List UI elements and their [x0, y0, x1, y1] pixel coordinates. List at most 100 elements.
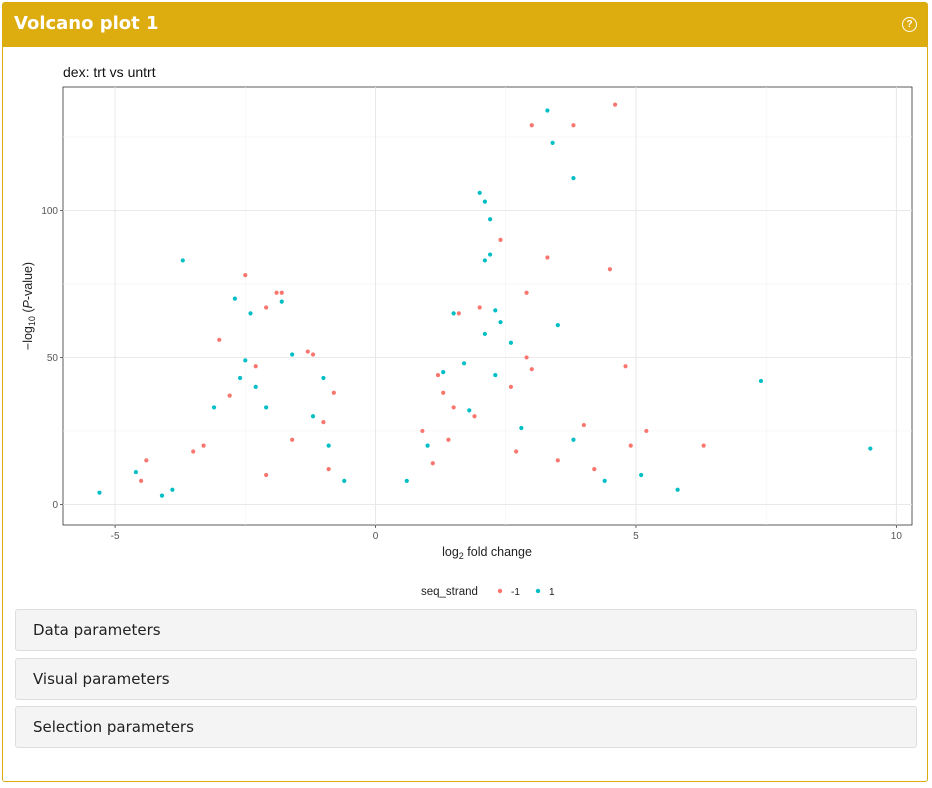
data-point [264, 405, 269, 410]
data-point [488, 217, 493, 222]
accordion-visual-parameters[interactable]: Visual parameters [15, 658, 917, 700]
data-point [435, 372, 441, 378]
data-point [467, 408, 472, 413]
data-point [571, 437, 576, 442]
legend-key-neg [497, 588, 503, 594]
data-point [571, 123, 576, 128]
data-point [555, 323, 560, 328]
data-point [498, 237, 503, 242]
data-point [305, 349, 310, 354]
data-point [519, 425, 524, 431]
data-point [508, 384, 514, 389]
y-axis-label: −log10 (P-value) [21, 262, 37, 350]
data-point [524, 290, 529, 295]
data-point [701, 443, 706, 448]
data-point [602, 478, 607, 484]
data-point [420, 428, 425, 434]
question-circle-icon[interactable]: ? [902, 17, 917, 32]
data-point [404, 478, 409, 484]
data-point [524, 355, 529, 360]
data-point [482, 199, 487, 204]
y-tick-label: 50 [47, 353, 59, 364]
data-points [97, 102, 873, 498]
panel-header: Volcano plot 1 ? [3, 3, 927, 47]
y-tick-label: 100 [41, 206, 58, 217]
data-point [514, 449, 519, 454]
data-point [477, 305, 482, 310]
data-point [290, 437, 295, 442]
data-point [581, 422, 586, 428]
data-point [237, 375, 243, 381]
data-point [342, 478, 347, 484]
accordion-data-parameters[interactable]: Data parameters [15, 609, 917, 651]
data-point [508, 340, 514, 345]
x-tick-label: 5 [633, 531, 639, 542]
data-point [644, 428, 649, 434]
data-point [529, 123, 534, 128]
data-point [482, 331, 487, 337]
data-point [639, 472, 644, 478]
data-point [139, 478, 144, 484]
data-point [488, 252, 493, 257]
volcano-plot[interactable]: dex: trt vs untrt -5 0 5 10 0 50 100 log2 fold… [3, 47, 929, 607]
data-point [545, 108, 550, 113]
data-point [477, 190, 482, 195]
legend-title: seq_strand [421, 586, 478, 598]
x-tick-label: 10 [891, 531, 903, 542]
data-point [310, 352, 316, 357]
data-point [310, 414, 316, 419]
data-point [430, 461, 435, 466]
data-point [555, 458, 560, 463]
data-point [253, 364, 258, 369]
data-point [446, 437, 451, 442]
data-point [613, 102, 618, 107]
data-point [321, 375, 326, 381]
legend-entry-neg: -1 [511, 587, 520, 598]
grid-lines [63, 87, 912, 525]
data-point [253, 384, 258, 389]
data-point [675, 487, 680, 492]
data-point [191, 449, 196, 454]
data-point [758, 378, 764, 384]
data-point [441, 370, 446, 375]
data-point [326, 467, 331, 472]
data-point [425, 443, 430, 448]
data-point [529, 367, 534, 372]
data-point [550, 140, 555, 145]
data-point [493, 308, 498, 313]
data-point [498, 320, 503, 325]
x-tick-label: -5 [111, 531, 120, 542]
data-point [211, 405, 217, 410]
data-point [290, 352, 295, 357]
accordion-label: Data parameters [33, 621, 161, 639]
x-tick-label: 0 [373, 531, 379, 542]
data-point [326, 443, 331, 448]
data-point [201, 443, 206, 448]
data-point [227, 393, 232, 398]
data-point [274, 290, 279, 295]
data-point [180, 258, 185, 263]
accordion-label: Visual parameters [33, 670, 170, 688]
data-point [159, 493, 165, 498]
data-point [217, 337, 222, 342]
data-point [571, 176, 576, 181]
data-point [279, 290, 284, 295]
accordion-selection-parameters[interactable]: Selection parameters [15, 706, 917, 748]
data-point [451, 311, 456, 316]
data-point [133, 469, 139, 475]
data-point [243, 273, 248, 278]
accordion-label: Selection parameters [33, 718, 194, 736]
data-point [623, 364, 628, 369]
data-point [461, 361, 467, 366]
legend: seq_strand -1 1 [421, 586, 555, 598]
data-point [232, 296, 237, 301]
chart-title: dex: trt vs untrt [63, 64, 156, 80]
data-point [592, 467, 597, 472]
legend-key-pos [535, 588, 541, 594]
data-point [248, 311, 253, 316]
data-point [493, 372, 498, 378]
data-point [868, 446, 873, 451]
